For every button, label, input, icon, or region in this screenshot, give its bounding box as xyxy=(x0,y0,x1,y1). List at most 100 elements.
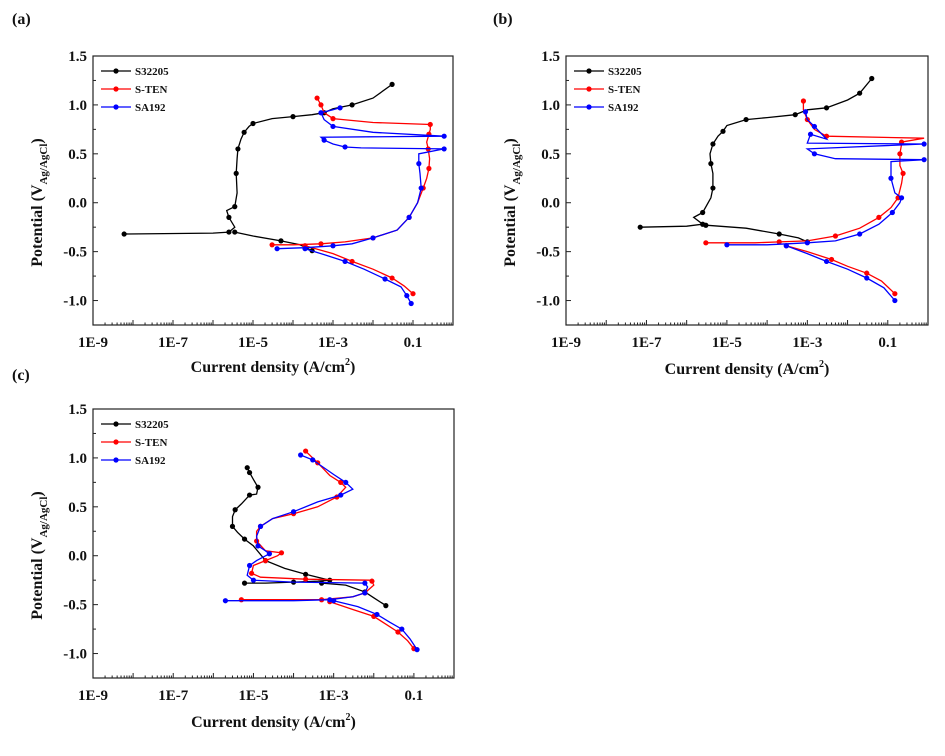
y-tick-label: -1.0 xyxy=(63,647,87,663)
data-point xyxy=(807,131,814,137)
data-point xyxy=(404,293,410,299)
legend-marker-s-ten xyxy=(586,86,592,92)
x-tick-label: 1E-5 xyxy=(238,688,268,704)
data-point xyxy=(892,297,898,304)
y-tick-label: -0.5 xyxy=(63,245,87,261)
y-tick-label: 0.5 xyxy=(541,147,560,163)
data-point xyxy=(266,551,273,557)
data-point xyxy=(303,448,309,454)
data-point xyxy=(792,112,798,118)
data-point xyxy=(330,123,336,130)
data-point xyxy=(864,270,870,276)
panel-label: (b) xyxy=(493,11,513,28)
x-tick-label: 0.1 xyxy=(405,688,424,704)
data-point xyxy=(246,562,253,569)
y-tick-label: 1.0 xyxy=(68,98,87,114)
y-tick-label: 1.5 xyxy=(541,49,560,65)
data-point xyxy=(857,231,863,237)
data-point xyxy=(832,233,839,239)
y-tick-label: -0.5 xyxy=(536,245,560,261)
data-point xyxy=(921,141,927,147)
x-axis-title-text: Current density (A/cm xyxy=(191,359,346,376)
y-axis-title: Potential (VAg/AgCl) xyxy=(29,491,50,619)
data-point xyxy=(303,576,309,582)
x-axis-title-sup: 2 xyxy=(345,357,350,368)
data-point xyxy=(410,291,416,297)
data-point xyxy=(802,109,809,115)
data-point xyxy=(823,105,830,111)
series-line-s32205 xyxy=(231,467,330,584)
y-tick-label: 0.0 xyxy=(541,196,560,212)
data-point xyxy=(232,229,238,235)
data-point xyxy=(414,647,420,653)
x-tick-label: 1E-5 xyxy=(712,335,742,351)
data-point xyxy=(278,550,285,556)
data-point xyxy=(427,121,433,128)
y-tick-label: 0.0 xyxy=(68,549,87,565)
series-line-sa192-cathodic xyxy=(786,245,896,301)
data-point xyxy=(399,626,405,632)
data-point xyxy=(395,629,401,635)
data-point xyxy=(255,484,261,490)
data-point xyxy=(898,195,905,201)
data-point xyxy=(370,235,376,241)
data-point xyxy=(426,165,432,172)
data-point xyxy=(290,114,296,120)
legend-label: SA192 xyxy=(135,102,166,114)
series-line-sa192 xyxy=(277,107,445,250)
data-point xyxy=(369,578,375,584)
x-axis-title-end: ) xyxy=(824,361,829,378)
y-axis-title-end: ) xyxy=(29,138,46,143)
y-tick-label: 1.0 xyxy=(68,451,87,467)
series-line-s-ten-cathodic xyxy=(786,245,896,295)
plot-frame xyxy=(92,408,455,679)
data-point xyxy=(226,229,232,235)
x-tick-label: 1E-3 xyxy=(319,688,349,704)
data-point xyxy=(302,246,308,252)
data-point xyxy=(338,492,344,498)
data-point xyxy=(327,597,333,603)
data-point xyxy=(250,577,257,583)
data-point xyxy=(249,570,255,576)
data-point xyxy=(269,242,275,248)
chart-panel-2: (c) 1.5 1.0 0.5 0.0 -0.5 -1.0 1E-9 1E-7 1E-5 1E-3 0… xyxy=(12,367,455,731)
data-point xyxy=(241,580,248,586)
data-point xyxy=(823,258,830,265)
legend-label: S32205 xyxy=(135,419,169,431)
data-point xyxy=(349,258,355,265)
data-point xyxy=(238,597,244,603)
y-axis-title-sub: Ag/AgCl xyxy=(38,144,50,185)
data-point xyxy=(389,275,395,281)
y-axis-title: Potential (VAg/AgCl) xyxy=(502,138,523,266)
data-point xyxy=(389,81,395,87)
data-point xyxy=(416,161,422,167)
data-point xyxy=(314,95,320,101)
series-line-sa192-cathodic xyxy=(304,248,412,304)
data-point xyxy=(406,214,412,220)
x-axis-title: Current density (A/cm2) xyxy=(191,712,356,731)
data-point xyxy=(743,116,749,123)
data-point xyxy=(804,240,810,246)
data-point xyxy=(121,231,127,237)
data-point xyxy=(374,611,380,618)
legend-label: S32205 xyxy=(135,66,169,78)
legend-marker-s-ten xyxy=(113,439,119,445)
data-point xyxy=(257,523,264,529)
data-point xyxy=(246,469,253,476)
data-point xyxy=(418,185,424,191)
legend-label: S-TEN xyxy=(608,84,640,96)
data-point xyxy=(337,105,343,111)
y-axis-title-text: Potential (V xyxy=(29,184,46,267)
data-point xyxy=(828,256,835,263)
data-point xyxy=(362,580,368,586)
plot-area xyxy=(222,448,420,653)
data-point xyxy=(241,536,248,542)
data-point xyxy=(897,151,903,157)
legend: S32205 S-TEN SA192 xyxy=(574,66,642,114)
data-point xyxy=(441,133,447,139)
x-axis-title-end: ) xyxy=(351,714,356,731)
data-point xyxy=(278,238,284,244)
data-point xyxy=(233,170,239,176)
data-point xyxy=(298,452,304,458)
x-axis-title-text: Current density (A/cm xyxy=(665,361,820,378)
